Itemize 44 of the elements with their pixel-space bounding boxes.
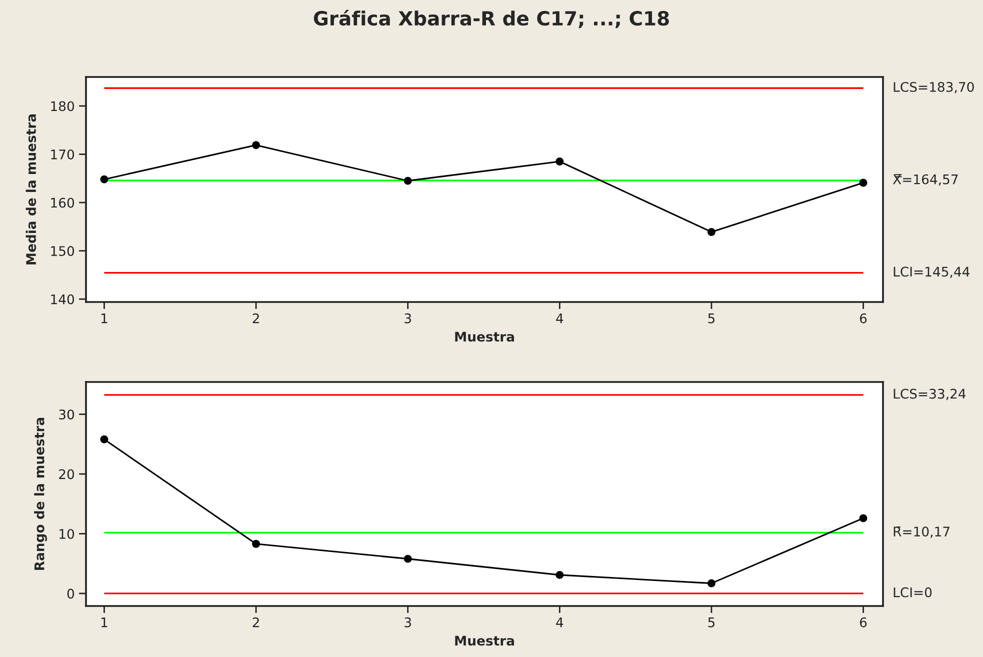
- y-axis-title: Media de la muestra: [26, 114, 36, 264]
- point: [252, 540, 260, 548]
- ref-line-label: LCI=145,44: [894, 266, 970, 278]
- point: [859, 178, 868, 187]
- y-axis-title: Rango de la muestra: [34, 418, 47, 570]
- y-tick-label: 10: [60, 528, 74, 539]
- point: [707, 579, 716, 588]
- x-tick-label: 4: [556, 618, 564, 628]
- point: [859, 514, 868, 522]
- ref-line-label: LCS=33,24: [894, 388, 966, 400]
- y-tick-label: 20: [59, 469, 74, 480]
- y-tick-label: 170: [51, 149, 74, 160]
- point: [556, 570, 564, 579]
- x-tick-label: 3: [404, 617, 411, 628]
- x-tick-label: 1: [101, 618, 108, 628]
- y-tick-label: 150: [51, 246, 74, 256]
- y-tick-label: 140: [51, 294, 74, 304]
- ref-line-label: LCI=0: [894, 587, 932, 598]
- y-tick-label: 160: [51, 198, 74, 208]
- x-tick-label: 5: [708, 618, 714, 628]
- x-tick-label: 4: [556, 314, 564, 324]
- x-axis-title: Muestra: [455, 636, 514, 646]
- point: [404, 176, 412, 185]
- point: [556, 158, 564, 166]
- x-tick-label: 5: [708, 314, 714, 324]
- point: [252, 141, 260, 150]
- ref-line-label: X̿=164,57: [892, 174, 958, 186]
- y-tick-label: 30: [59, 409, 74, 420]
- x-tick-label: 3: [404, 313, 411, 324]
- point: [404, 554, 412, 563]
- point: [100, 175, 108, 184]
- y-tick-label: 180: [51, 101, 74, 112]
- x-tick-label: 2: [252, 617, 259, 628]
- x-tick-label: 2: [252, 313, 259, 324]
- x-tick-label: 6: [860, 313, 867, 324]
- x-tick-label: 6: [860, 617, 867, 628]
- point: [100, 435, 108, 444]
- point: [707, 228, 716, 236]
- ref-line-label: LCS=183,70: [894, 82, 974, 94]
- x-tick-label: 1: [101, 314, 108, 324]
- x-axis-title: Muestra: [455, 332, 514, 342]
- y-tick-label: 0: [67, 588, 74, 599]
- ref-line-label: R̄=10,17: [894, 526, 950, 538]
- chart-title: Gráfica Xbarra-R de C17; ...; C18: [314, 10, 669, 28]
